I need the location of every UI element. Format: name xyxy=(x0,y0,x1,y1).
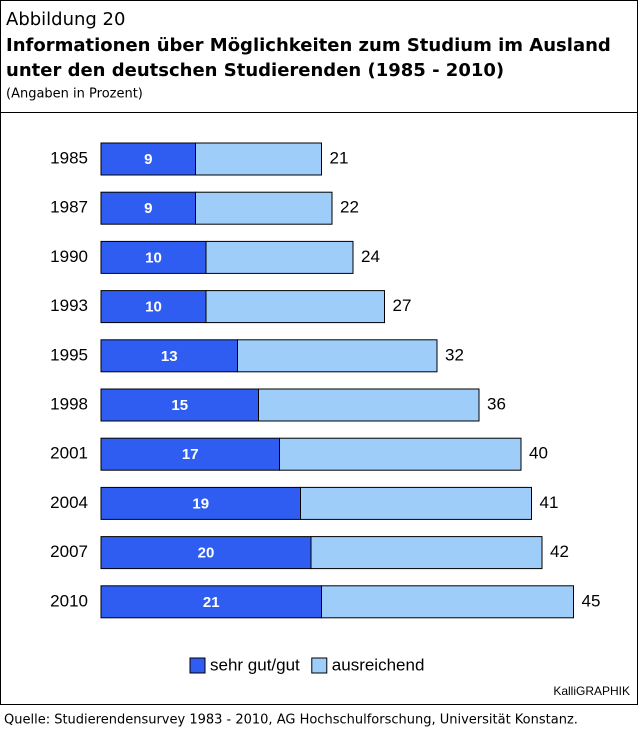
bar-segment xyxy=(100,240,207,274)
y-tick-label: 1998 xyxy=(50,394,88,413)
bar-segment xyxy=(237,339,438,373)
data-label: 13 xyxy=(161,348,178,365)
y-tick-label: 2001 xyxy=(50,444,88,463)
bar-segment xyxy=(100,536,312,570)
total-label: 24 xyxy=(361,247,380,266)
total-label: 40 xyxy=(529,444,548,463)
bar-segment xyxy=(100,486,301,520)
y-tick-label: 2007 xyxy=(50,542,88,561)
data-label: 15 xyxy=(171,397,188,414)
bar-segment xyxy=(321,585,574,619)
data-label: 10 xyxy=(145,299,162,316)
y-tick-label: 1987 xyxy=(50,198,88,217)
data-label: 10 xyxy=(145,249,162,266)
legend-label: sehr gut/gut xyxy=(210,655,300,674)
legend-swatch xyxy=(189,657,206,674)
total-label: 45 xyxy=(582,591,601,610)
total-label: 27 xyxy=(393,296,412,315)
data-label: 17 xyxy=(182,446,199,463)
bar-segment xyxy=(205,290,385,324)
chart-title: unter den deutschen Studierenden (1985 -… xyxy=(6,60,504,81)
chart-subtitle: (Angaben in Prozent) xyxy=(6,87,143,102)
legend-swatch xyxy=(311,657,328,674)
bar-segment xyxy=(300,486,532,520)
bar-segment xyxy=(100,142,196,176)
chart-title: Informationen über Möglichkeiten zum Stu… xyxy=(6,35,611,56)
total-label: 21 xyxy=(330,148,349,167)
total-label: 22 xyxy=(340,198,359,217)
figure-label: Abbildung 20 xyxy=(6,9,125,30)
bar-segment xyxy=(279,437,522,471)
data-label: 9 xyxy=(144,200,152,217)
data-label: 19 xyxy=(192,495,209,512)
bar-segment xyxy=(195,142,322,176)
y-tick-label: 1990 xyxy=(50,247,88,266)
y-tick-label: 1985 xyxy=(50,148,88,167)
bar-segment xyxy=(100,290,207,324)
bar-segment xyxy=(100,388,259,422)
bar-segment xyxy=(310,536,543,570)
credit: KalliGRAPHIK xyxy=(553,684,630,698)
data-label: 20 xyxy=(198,545,215,562)
bar-segment xyxy=(258,388,480,422)
frame xyxy=(0,0,638,705)
total-label: 32 xyxy=(445,345,464,364)
data-label: 21 xyxy=(203,594,220,611)
y-tick-label: 2010 xyxy=(50,591,88,610)
bar-segment xyxy=(100,437,280,471)
y-tick-label: 1995 xyxy=(50,345,88,364)
total-label: 36 xyxy=(487,394,506,413)
legend-label: ausreichend xyxy=(332,655,425,674)
bar-segment xyxy=(195,191,333,225)
bar-segment xyxy=(205,240,354,274)
total-label: 42 xyxy=(550,542,569,561)
data-label: 9 xyxy=(144,151,152,168)
y-tick-label: 2004 xyxy=(50,493,88,512)
y-tick-label: 1993 xyxy=(50,296,88,315)
source: Quelle: Studierendensurvey 1983 - 2010, … xyxy=(4,713,578,728)
total-label: 41 xyxy=(540,493,559,512)
